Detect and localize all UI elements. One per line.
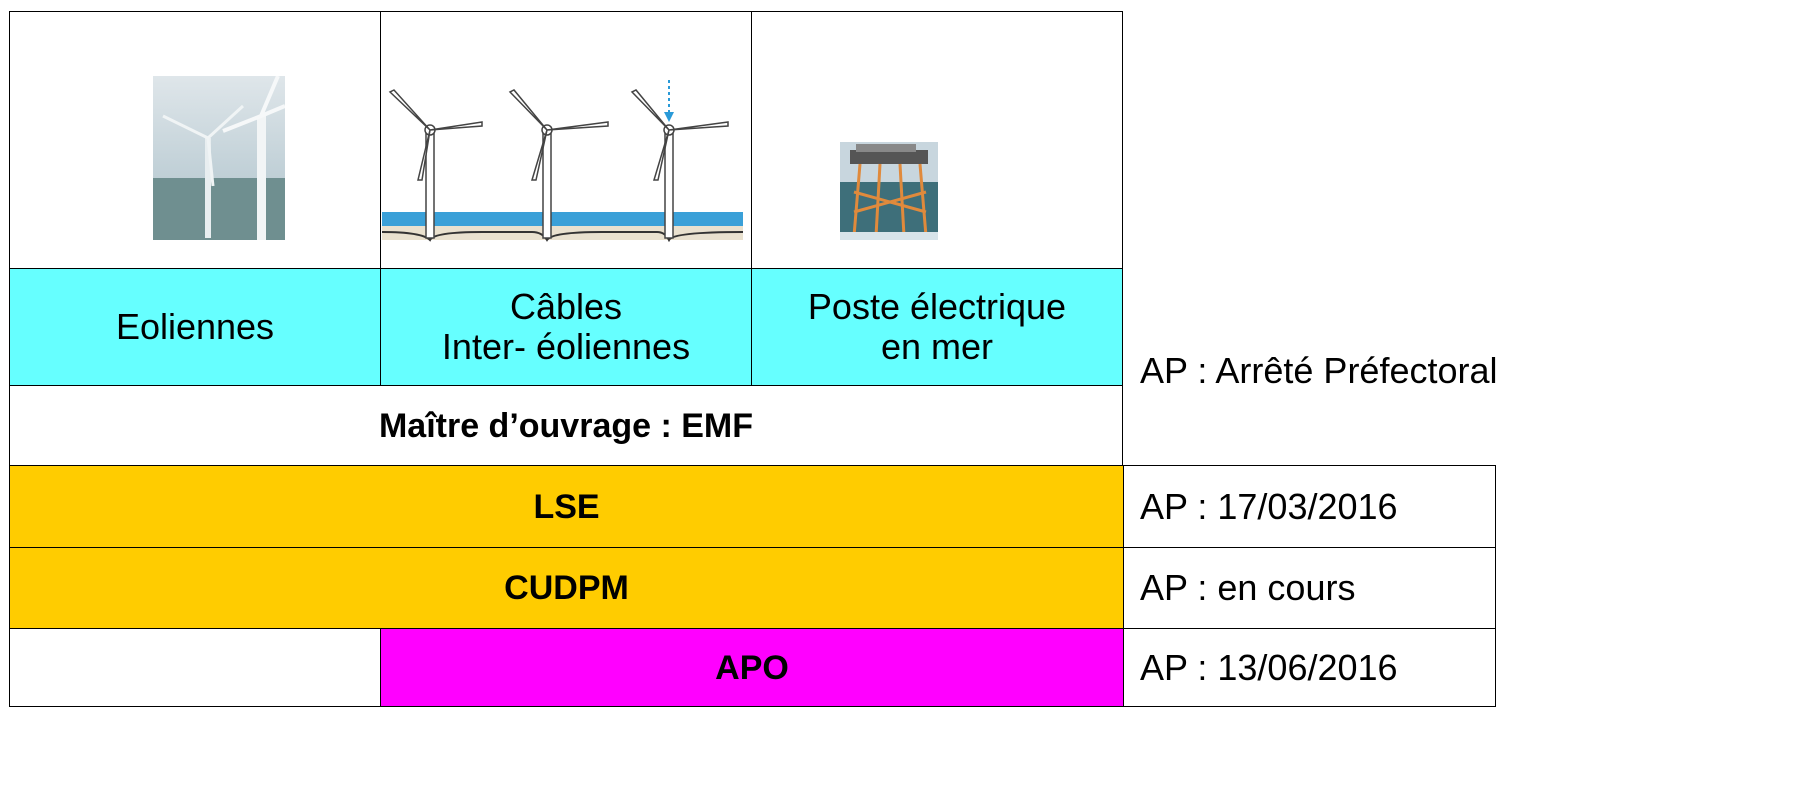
row-label: APO [380, 628, 1124, 707]
row-status: AP : 17/03/2016 [1123, 465, 1496, 548]
row-status: AP : en cours [1123, 547, 1496, 629]
column-label: Eoliennes [9, 268, 381, 386]
column-label: Poste électrique en mer [751, 268, 1123, 386]
substation-photo [840, 142, 938, 240]
page: Eoliennes Câbles Inter- éoliennes Poste … [0, 0, 1813, 806]
note: AP : Arrêté Préfectoral [1140, 350, 1498, 392]
column-label: Câbles Inter- éoliennes [380, 268, 752, 386]
owner: Maître d’ouvrage : EMF [9, 385, 1123, 466]
row-status: AP : 13/06/2016 [1123, 628, 1496, 707]
turbine-photo [153, 76, 285, 240]
cable-diagram [382, 80, 743, 242]
row-label: CUDPM [9, 547, 1124, 629]
empty-cell [9, 628, 381, 707]
row-label: LSE [9, 465, 1124, 548]
